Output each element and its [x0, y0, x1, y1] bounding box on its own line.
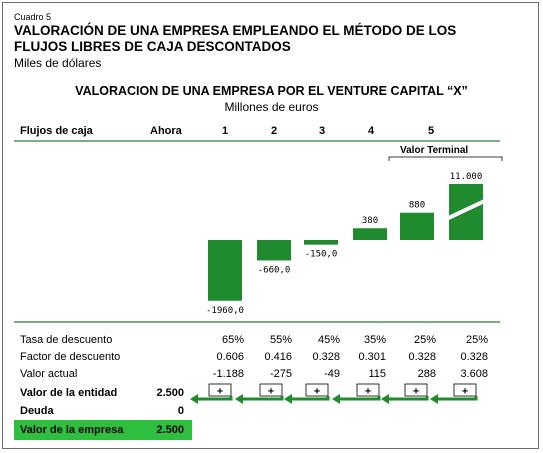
row-factor-value: 0.328 — [460, 351, 488, 363]
chart-bar — [353, 228, 387, 240]
arrow-shaft — [387, 396, 429, 401]
row-tasa-value: 65% — [221, 334, 244, 346]
arrow-shaft — [241, 396, 284, 401]
valor-empresa-value: 2.500 — [156, 424, 184, 436]
row-factor-value: 0.416 — [264, 351, 292, 363]
plus-sign: + — [365, 386, 371, 397]
plus-sign: + — [314, 386, 320, 397]
arrow-head-icon — [381, 394, 389, 404]
plus-sign: + — [268, 386, 274, 397]
row-tasa-value: 25% — [465, 334, 488, 346]
row-actual-value: -1.188 — [212, 368, 244, 380]
chart-value-label: 11.000 — [450, 172, 483, 182]
valor-empresa-highlight — [14, 420, 192, 440]
plus-box — [208, 383, 232, 397]
row-tasa-label: Tasa de descuento — [20, 334, 113, 346]
chart-bar — [208, 240, 242, 301]
row-actual-value: 3.608 — [460, 368, 488, 380]
plus-box — [404, 383, 428, 397]
chart-value-label: -1960,0 — [206, 306, 244, 316]
plus-box — [453, 383, 477, 397]
arrow-shaft — [436, 396, 478, 401]
header-ahora: Ahora — [150, 125, 182, 137]
row-tasa-value: 35% — [363, 334, 386, 346]
deuda-label: Deuda — [20, 405, 54, 417]
chart-bar — [304, 240, 338, 245]
arrow-head-icon — [332, 394, 340, 404]
chart-subtitle: Millones de euros — [224, 100, 319, 114]
chart-title: VALORACION DE UNA EMPRESA POR EL VENTURE… — [75, 84, 468, 98]
chart-value-label: 380 — [362, 216, 378, 226]
header-flujos: Flujos de caja — [20, 125, 93, 137]
chart-value-label: -150,0 — [305, 250, 338, 260]
chart-bar — [449, 184, 483, 240]
header-year-4: 4 — [368, 125, 375, 137]
row-tasa-value: 45% — [317, 334, 340, 346]
arrow-shaft — [196, 396, 233, 401]
main-title-line2: FLUJOS LIBRES DE CAJA DESCONTADOS — [14, 39, 291, 54]
document-frame — [2, 2, 539, 449]
arrow-shaft — [290, 396, 330, 401]
header-year-3: 3 — [319, 125, 326, 137]
header-year-1: 1 — [222, 125, 229, 137]
row-tasa-value: 25% — [413, 334, 436, 346]
plus-box — [356, 383, 380, 397]
row-actual-value: 288 — [417, 368, 436, 380]
row-actual-value: -275 — [269, 368, 292, 380]
chart-bar — [257, 240, 291, 261]
row-factor-value: 0.328 — [408, 351, 436, 363]
row-factor-value: 0.606 — [216, 351, 244, 363]
plus-sign: + — [217, 386, 223, 397]
arrow-shaft — [338, 396, 381, 401]
valor-terminal-bracket — [388, 156, 503, 161]
row-actual-label: Valor actual — [20, 368, 78, 380]
header-year-2: 2 — [271, 125, 278, 137]
chart-value-label: 880 — [409, 201, 425, 211]
row-actual-value: -49 — [324, 368, 340, 380]
plus-sign: + — [413, 386, 419, 397]
valor-entidad-label: Valor de la entidad — [20, 387, 118, 399]
valor-entidad-value: 2.500 — [156, 387, 184, 399]
arrow-head-icon — [190, 394, 198, 404]
arrow-head-icon — [284, 394, 292, 404]
main-title-line1: VALORACIÓN DE UNA EMPRESA EMPLEANDO EL M… — [14, 23, 457, 38]
valor-empresa-label: Valor de la empresa — [20, 424, 124, 436]
arrow-head-icon — [235, 394, 243, 404]
main-subtitle: Miles de dólares — [14, 56, 102, 70]
plus-box — [305, 383, 329, 397]
plus-sign: + — [462, 386, 468, 397]
plus-box — [259, 383, 283, 397]
chart-value-label: -660,0 — [258, 265, 291, 275]
deuda-value: 0 — [177, 405, 184, 417]
row-factor-value: 0.301 — [358, 351, 386, 363]
chart-bar — [400, 212, 434, 240]
row-factor-label: Factor de descuento — [20, 351, 121, 363]
row-tasa-value: 55% — [269, 334, 292, 346]
cuadro-label: Cuadro 5 — [14, 12, 52, 22]
row-actual-value: 115 — [368, 368, 386, 380]
row-factor-value: 0.328 — [312, 351, 340, 363]
axis-break-mark — [446, 198, 486, 221]
valor-terminal-label: Valor Terminal — [400, 145, 469, 156]
arrow-head-icon — [430, 394, 438, 404]
header-year-5: 5 — [428, 125, 435, 137]
